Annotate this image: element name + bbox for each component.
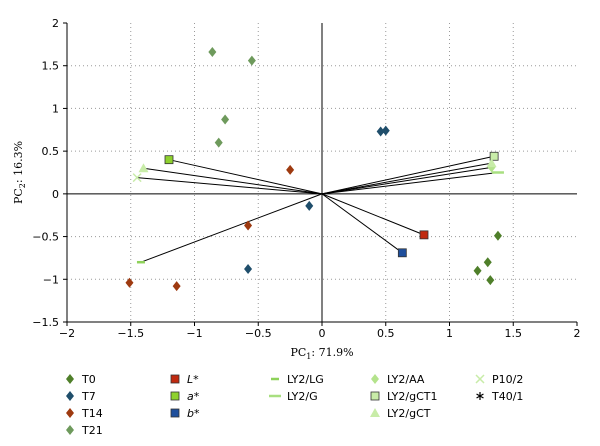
x-tick-label: 1 xyxy=(446,327,453,340)
loading-vector xyxy=(143,167,323,195)
point-t0 xyxy=(473,265,482,276)
legend-label: LY2/AA xyxy=(387,373,425,386)
x-tick-label: −2 xyxy=(59,327,75,340)
y-tick-label: −0.5 xyxy=(32,231,59,244)
x-tick-label: 0.5 xyxy=(377,327,395,340)
marker-stroke xyxy=(475,374,485,384)
y-axis-title: PC2: 16.3% xyxy=(12,141,27,204)
point-t21 xyxy=(221,114,230,125)
point-t0 xyxy=(486,275,495,286)
loading-vector xyxy=(321,193,425,236)
legend-label: LY2/LG xyxy=(287,373,324,386)
y-tick-label: 1.5 xyxy=(42,60,60,73)
legend-swatch xyxy=(170,391,180,401)
legend-label: T7 xyxy=(81,390,96,403)
point-ly2-gct1 xyxy=(489,151,499,161)
tick-labels: −2 −1.5 −1 −0.5 0 0.5 1 1.5 2−1.5−1−0.500.511.52 xyxy=(32,17,580,340)
loading-vector xyxy=(137,177,323,195)
point-t0 xyxy=(483,257,492,268)
legend-label: P10/2 xyxy=(492,373,523,386)
legend-swatch xyxy=(476,392,484,400)
legend-label: L* xyxy=(187,373,199,386)
legend-label: T40/1 xyxy=(491,390,523,403)
point-b- xyxy=(397,248,407,258)
x-tick-label: −1 xyxy=(186,327,202,340)
legend-swatch xyxy=(66,391,74,401)
y-tick-label: 2 xyxy=(52,17,59,30)
legend-swatch xyxy=(370,408,380,417)
loading-vectors xyxy=(137,155,499,263)
point-ly2-gct xyxy=(486,158,497,168)
legend-label: LY2/gCT xyxy=(387,407,431,420)
point-t14 xyxy=(286,164,295,175)
legend-label: b* xyxy=(187,407,200,420)
loading-vector xyxy=(321,172,499,195)
loading-vector xyxy=(168,159,323,195)
x-axis-title: PC1: 71.9% xyxy=(290,346,353,361)
point-t21 xyxy=(247,55,256,66)
loading-vector xyxy=(321,155,495,195)
x-tick-label: 1.5 xyxy=(505,327,523,340)
legend-label: T21 xyxy=(81,424,103,437)
legend: T0 T7 T14 T21 L* a* b* LY2/LG LY2/G LY2/AA LY2/gCT… xyxy=(66,373,523,437)
point-t21 xyxy=(208,47,217,58)
legend-label: LY2/G xyxy=(287,390,318,403)
y-tick-label: −1.5 xyxy=(32,316,59,329)
y-tick-label: 0.5 xyxy=(42,145,60,158)
y-tick-label: 0 xyxy=(52,188,59,201)
legend-label: T0 xyxy=(81,373,96,386)
x-tick-label: −0.5 xyxy=(245,327,272,340)
point-t7 xyxy=(305,200,314,211)
loading-vector xyxy=(140,193,323,263)
point-p10-2 xyxy=(132,173,142,183)
legend-swatch xyxy=(370,391,380,401)
y-tick-label: −1 xyxy=(43,273,59,286)
point-t7 xyxy=(244,264,253,275)
x-tick-label: −1.5 xyxy=(117,327,144,340)
legend-swatch xyxy=(371,374,379,384)
marker-stroke xyxy=(476,393,484,399)
point-t0 xyxy=(493,230,502,241)
point-ly2-gct xyxy=(138,163,149,173)
marker-stroke xyxy=(132,173,142,183)
point-l- xyxy=(419,230,429,240)
loading-vector xyxy=(321,193,403,254)
point-t14 xyxy=(172,281,181,292)
legend-label: a* xyxy=(187,390,200,403)
data-points xyxy=(125,47,504,292)
x-tick-label: 0 xyxy=(319,327,326,340)
legend-label: T14 xyxy=(81,407,103,420)
x-tick-label: 2 xyxy=(574,327,581,340)
point-t21 xyxy=(214,137,223,148)
axes xyxy=(63,22,578,326)
loading-vector xyxy=(321,162,492,195)
legend-label: LY2/gCT1 xyxy=(387,390,437,403)
point-t14 xyxy=(125,277,134,288)
legend-swatch xyxy=(170,408,180,418)
point-t7 xyxy=(381,125,390,136)
point-t7 xyxy=(376,126,385,137)
y-tick-label: 1 xyxy=(52,102,59,115)
legend-swatch xyxy=(66,425,74,435)
point-t14 xyxy=(244,220,253,231)
legend-swatch xyxy=(475,374,485,384)
legend-swatch xyxy=(66,374,74,384)
loading-vector xyxy=(321,166,492,195)
point-a- xyxy=(164,155,174,165)
legend-swatch xyxy=(66,408,74,418)
legend-swatch xyxy=(170,374,180,384)
